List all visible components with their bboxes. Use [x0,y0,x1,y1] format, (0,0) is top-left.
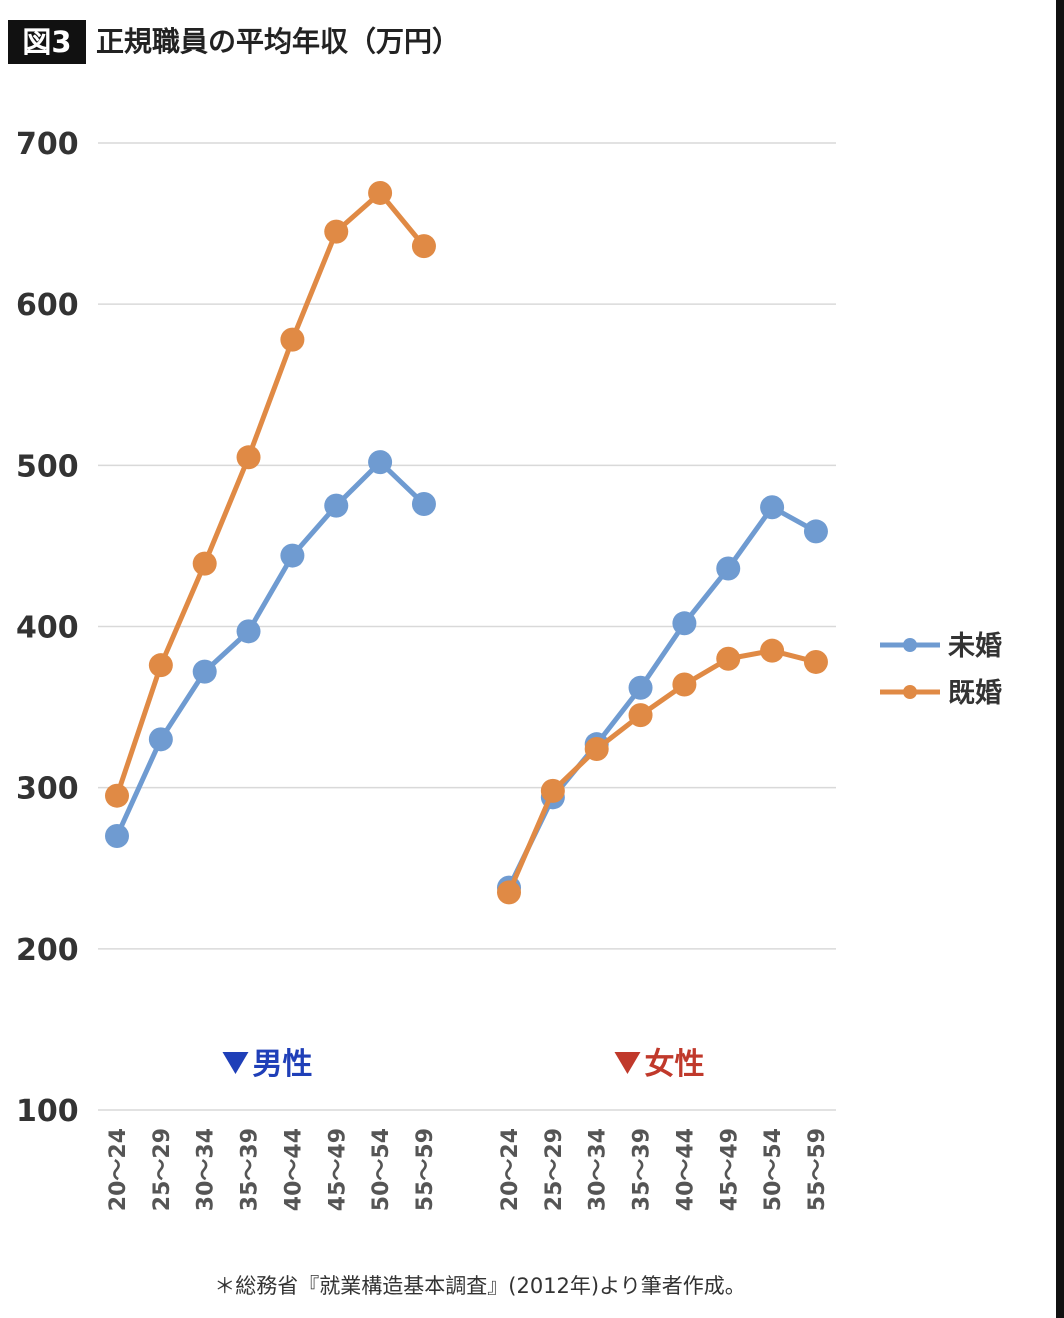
y-tick-label: 600 [16,288,79,323]
x-tick-label: 50～54 [369,1128,394,1211]
data-point [324,219,349,244]
y-tick-label: 200 [16,933,79,968]
x-tick-label: 35～39 [238,1128,263,1211]
data-point [716,646,741,671]
data-point [280,327,305,352]
x-tick-label: 40～44 [673,1128,698,1211]
data-point [672,611,697,636]
x-tick-label: 30～34 [194,1128,219,1211]
data-point [803,649,828,674]
y-tick-label: 700 [16,127,79,162]
data-point [324,493,349,518]
right-border [1056,0,1064,1318]
data-point [236,445,261,470]
source-note: ＊総務省『就業構造基本調査』(2012年)より筆者作成。 [214,1274,746,1298]
data-point [672,672,697,697]
x-tick-label: 40～44 [281,1128,306,1211]
data-point [803,519,828,544]
data-point [105,824,129,849]
x-tick-label: 55～59 [413,1128,438,1211]
data-point [760,638,785,663]
series-line [114,459,427,839]
x-tick-label: 45～49 [717,1128,742,1211]
y-tick-label: 300 [16,772,79,807]
data-point [540,778,565,803]
x-tick-label: 25～29 [150,1128,175,1211]
x-tick-label: 20～24 [106,1128,131,1211]
legend-marker [903,685,917,699]
data-point [497,880,521,905]
y-tick-label: 100 [16,1094,79,1129]
x-tick-label: 50～54 [761,1128,786,1211]
data-point [236,619,261,644]
y-tick-label: 400 [16,611,79,646]
triangle-marker-icon [614,1052,641,1074]
data-point [411,234,436,259]
data-point [368,180,393,205]
data-point [628,703,653,728]
chart-title: 正規職員の平均年収（万円） [96,25,461,58]
x-tick-label: 30～34 [586,1128,611,1211]
y-tick-label: 500 [16,449,79,484]
x-tick-label: 25～29 [542,1128,567,1211]
group-label: 男性 [252,1047,312,1082]
x-tick-label: 55～59 [805,1128,830,1211]
series-line [506,648,819,895]
x-tick-label: 20～24 [498,1128,523,1211]
data-point [105,783,129,808]
data-point [192,551,217,576]
series-line [114,190,427,799]
data-point [584,736,609,761]
data-point [716,556,741,581]
data-point [280,543,305,568]
legend-marker [903,638,917,652]
data-point [760,495,785,520]
legend-label: 既婚 [948,678,1002,709]
data-point [628,675,653,700]
x-tick-label: 45～49 [325,1128,350,1211]
data-point [148,727,173,752]
legend-label: 未婚 [948,631,1002,662]
data-point [192,659,217,684]
data-point [148,653,173,678]
data-point [411,492,436,517]
data-point [368,450,393,475]
triangle-marker-icon [222,1052,249,1074]
figure-badge: 図3 [8,20,86,64]
x-tick-label: 35～39 [630,1128,655,1211]
group-label: 女性 [644,1047,704,1082]
